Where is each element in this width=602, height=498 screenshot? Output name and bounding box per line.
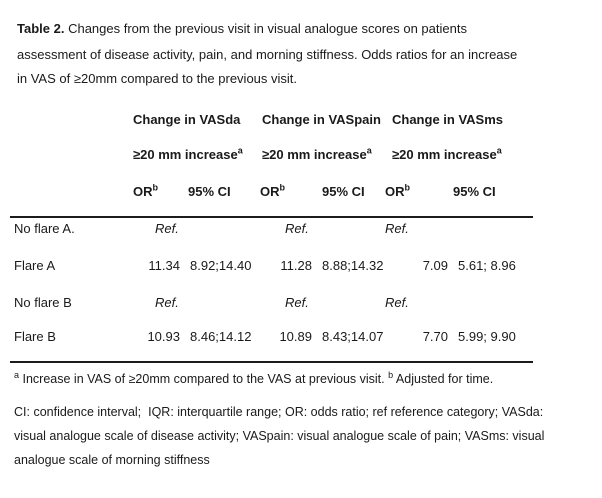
ci-cell-vaspain: 8.43;14.07 bbox=[322, 329, 384, 344]
footnote-a-text: Increase in VAS of ≥20mm compared to the… bbox=[22, 372, 385, 386]
or-label: OR bbox=[385, 184, 405, 199]
ci-cell-vasms: 5.99; 9.90 bbox=[458, 329, 516, 344]
table-footnote: a Increase in VAS of ≥20mm compared to t… bbox=[14, 369, 494, 387]
row-label: No flare B bbox=[14, 295, 72, 310]
footnote-b-text: Adjusted for time. bbox=[395, 372, 494, 386]
ci-cell-vasda: 8.46;14.12 bbox=[190, 329, 252, 344]
col-header-ci-vaspain: 95% CI bbox=[322, 184, 365, 199]
table-caption-label: Table 2. bbox=[17, 21, 65, 36]
col-header-ci-vasda: 95% CI bbox=[188, 184, 231, 199]
col-header-ci-vasms: 95% CI bbox=[453, 184, 496, 199]
or-superscript: b bbox=[404, 182, 411, 193]
or-label: OR bbox=[133, 184, 153, 199]
col-group-subtitle-vasms: ≥20 mm increasea bbox=[392, 145, 502, 163]
table-caption-line-3: in VAS of ≥20mm compared to the previous… bbox=[17, 71, 298, 86]
subtitle-superscript: a bbox=[366, 145, 372, 156]
subtitle-text: ≥20 mm increase bbox=[133, 147, 238, 162]
ref-cell-vasms: Ref. bbox=[385, 221, 409, 236]
or-cell-vasms: 7.09 bbox=[422, 258, 448, 273]
ref-cell-vasda: Ref. bbox=[155, 221, 179, 236]
footnote-a-superscript: a bbox=[14, 369, 20, 380]
table-top-rule bbox=[10, 216, 533, 218]
ci-cell-vaspain: 8.88;14.32 bbox=[322, 258, 384, 273]
subtitle-text: ≥20 mm increase bbox=[262, 147, 367, 162]
col-group-subtitle-vasda: ≥20 mm increasea bbox=[133, 145, 243, 163]
ci-cell-vasms: 5.61; 8.96 bbox=[458, 258, 516, 273]
ref-cell-vaspain: Ref. bbox=[285, 295, 309, 310]
table-bottom-rule bbox=[10, 361, 533, 363]
ref-cell-vasms: Ref. bbox=[385, 295, 409, 310]
table-caption-line-2: assessment of disease activity, pain, an… bbox=[17, 47, 518, 62]
abbreviations-line-1: CI: confidence interval; IQR: interquart… bbox=[14, 405, 544, 419]
table-caption-line-1: Table 2. Changes from the previous visit… bbox=[17, 21, 467, 37]
or-cell-vaspain: 10.89 bbox=[279, 329, 312, 344]
abbreviations-line-2: visual analogue scale of disease activit… bbox=[14, 429, 545, 443]
ci-cell-vasda: 8.92;14.40 bbox=[190, 258, 252, 273]
table-caption-text: Changes from the previous visit in visua… bbox=[68, 21, 467, 36]
or-label: OR bbox=[260, 184, 280, 199]
or-cell-vaspain: 11.28 bbox=[280, 258, 312, 273]
row-label: Flare B bbox=[14, 329, 56, 344]
abbreviations-line-3: analogue scale of morning stiffness bbox=[14, 453, 210, 467]
col-group-subtitle-vaspain: ≥20 mm increasea bbox=[262, 145, 372, 163]
row-label: Flare A bbox=[14, 258, 56, 273]
col-group-title-vasms: Change in VASms bbox=[392, 112, 504, 127]
subtitle-text: ≥20 mm increase bbox=[392, 147, 497, 162]
or-cell-vasms: 7.70 bbox=[422, 329, 448, 344]
footnote-b-superscript: b bbox=[388, 369, 394, 380]
col-header-or-vaspain: ORb bbox=[260, 182, 286, 200]
col-header-or-vasms: ORb bbox=[385, 182, 411, 200]
col-group-title-vasda: Change in VASda bbox=[133, 112, 241, 127]
ref-cell-vasda: Ref. bbox=[155, 295, 179, 310]
or-cell-vasda: 10.93 bbox=[147, 329, 180, 344]
or-cell-vasda: 11.34 bbox=[148, 258, 180, 273]
or-superscript: b bbox=[279, 182, 286, 193]
col-header-or-vasda: ORb bbox=[133, 182, 159, 200]
subtitle-superscript: a bbox=[496, 145, 502, 156]
row-label: No flare A. bbox=[14, 221, 75, 236]
or-superscript: b bbox=[152, 182, 159, 193]
subtitle-superscript: a bbox=[237, 145, 243, 156]
col-group-title-vaspain: Change in VASpain bbox=[262, 112, 381, 127]
ref-cell-vaspain: Ref. bbox=[285, 221, 309, 236]
